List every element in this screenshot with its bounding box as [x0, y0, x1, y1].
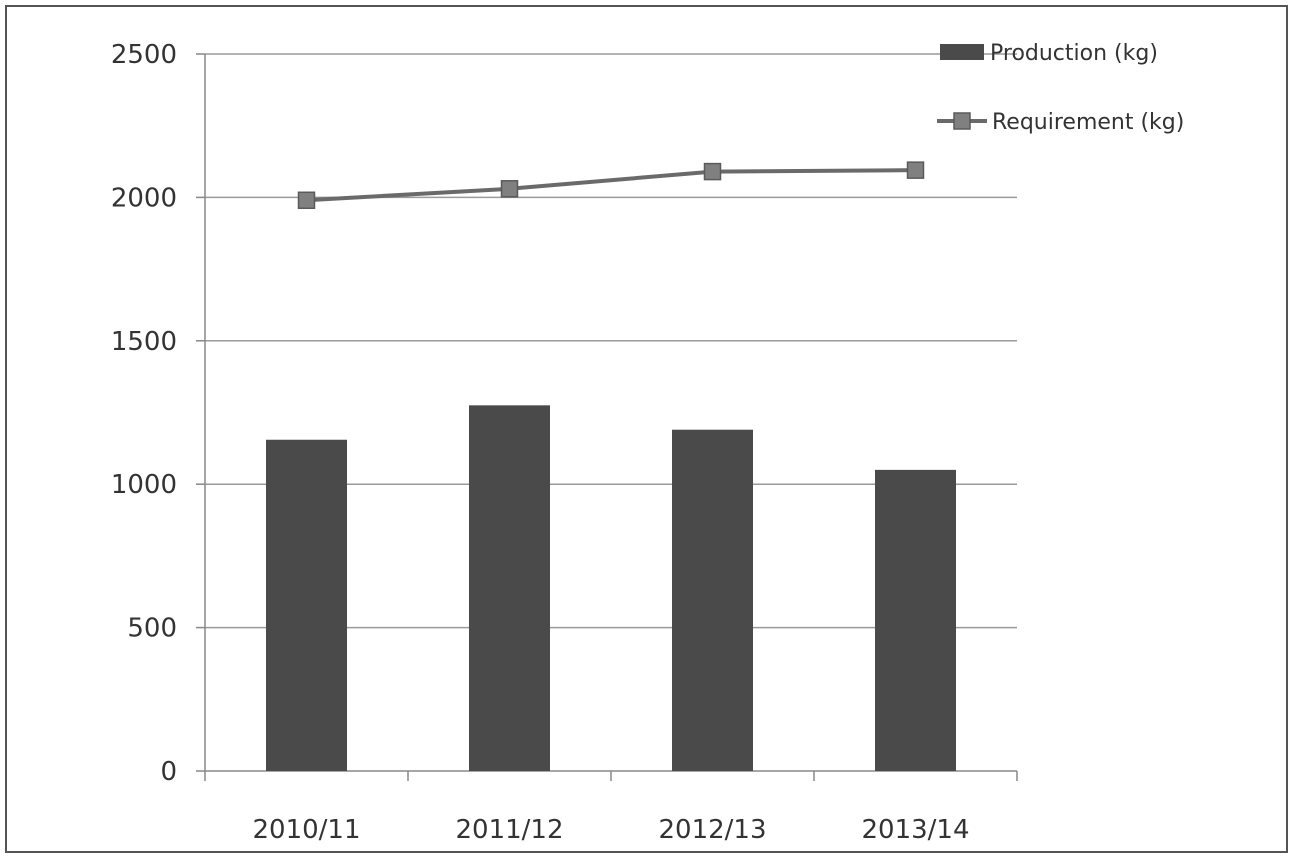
line-marker [703, 162, 722, 181]
y-tick-label: 1000 [111, 470, 177, 500]
chart-frame [5, 5, 1288, 853]
x-tick-label: 2013/14 [861, 815, 969, 845]
legend: Production (kg) Requirement (kg) [937, 41, 1184, 135]
legend-label: Requirement (kg) [992, 110, 1184, 135]
line-marker [906, 161, 925, 179]
x-tick-label: 2012/13 [658, 815, 766, 845]
line-marker [297, 191, 316, 210]
bar [469, 405, 550, 771]
x-tick-label: 2010/11 [252, 815, 360, 845]
y-tick-label: 0 [160, 757, 177, 787]
y-axis: 0 500 1000 1500 2000 2500 [111, 40, 206, 787]
y-tick-label: 2500 [111, 40, 177, 70]
legend-label: Production (kg) [990, 41, 1158, 66]
x-tick-label: 2011/12 [455, 815, 563, 845]
bar [672, 429, 753, 771]
y-tick-label: 2000 [111, 183, 177, 213]
y-tick-label: 1500 [111, 327, 177, 357]
bar [266, 439, 347, 771]
legend-swatch-marker [953, 112, 971, 130]
bar [875, 469, 956, 771]
line-marker [500, 180, 519, 198]
y-tick-label: 500 [127, 614, 177, 644]
bar-series [266, 405, 956, 771]
legend-swatch-bar [940, 44, 984, 60]
x-axis: 2010/11 2011/12 2012/13 2013/14 [204, 770, 1018, 845]
line-series [297, 161, 925, 210]
series-line [306, 168, 916, 203]
